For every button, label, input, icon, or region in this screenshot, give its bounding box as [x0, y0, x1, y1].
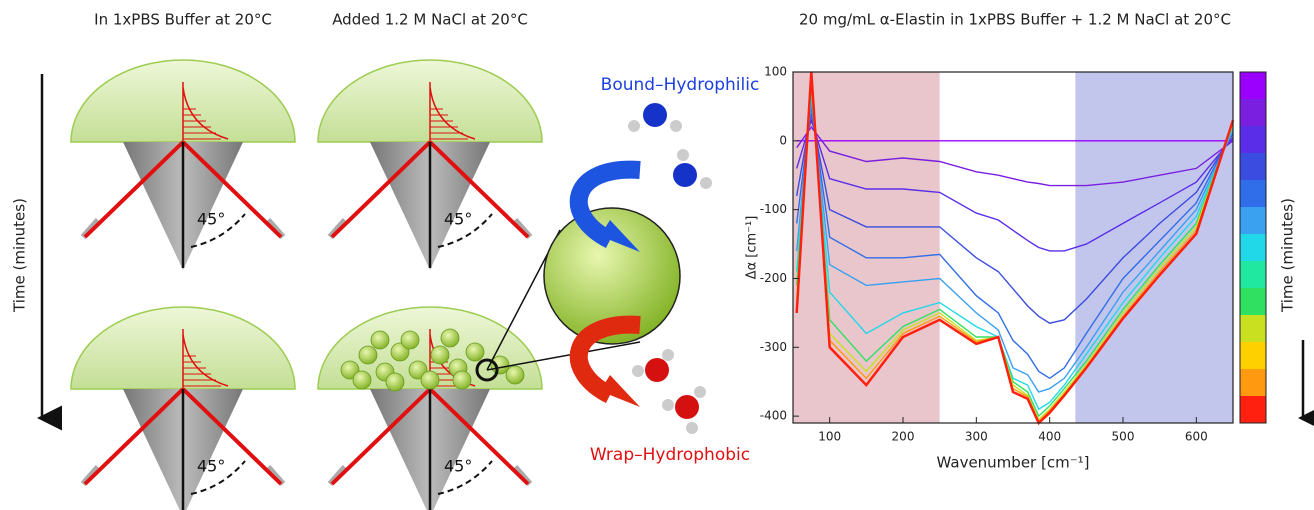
- colorbar-swatch: [1240, 396, 1266, 424]
- y-tick-label: -400: [760, 409, 787, 423]
- atr-cell: 45°: [71, 307, 295, 510]
- colorbar-swatch: [1240, 180, 1266, 208]
- spectrum-chart: 100 200 300 400 500 600 -400 -300 -200 -100 0 100 Wa…: [745, 65, 1304, 472]
- aggregate: [421, 371, 439, 389]
- colorbar-swatch: [1240, 153, 1266, 181]
- angle-label: 45°: [197, 457, 225, 476]
- y-tick-label: -200: [760, 271, 787, 285]
- aggregate: [371, 331, 389, 349]
- atr-cells: 45° 45° 45° 45°: [71, 60, 542, 510]
- y-tick-label: -100: [760, 202, 787, 216]
- aggregate: [353, 371, 371, 389]
- atr-cell: 45°: [318, 60, 542, 270]
- middle-header: Added 1.2 M NaCl at 20°C: [332, 11, 528, 29]
- y-tick-label: -300: [760, 340, 787, 354]
- colorbar-swatch: [1240, 315, 1266, 343]
- x-tick-label: 300: [965, 430, 988, 444]
- water-red: [632, 349, 706, 434]
- colorbar-swatch: [1240, 261, 1266, 289]
- colorbar-swatch: [1240, 342, 1266, 370]
- x-tick-label: 200: [892, 430, 915, 444]
- atr-cell: 45°: [318, 307, 542, 510]
- wrap-label: Wrap–Hydrophobic: [590, 445, 750, 465]
- angle-label: 45°: [444, 210, 472, 229]
- x-tick-label: 500: [1112, 430, 1135, 444]
- aggregate: [453, 371, 471, 389]
- aggregate: [441, 329, 459, 347]
- chart-title: 20 mg/mL α-Elastin in 1xPBS Buffer + 1.2…: [799, 11, 1231, 29]
- x-tick-label: 400: [1038, 430, 1061, 444]
- time-label: Time (minutes): [11, 198, 29, 313]
- atr-cell: 45°: [71, 60, 295, 270]
- water-blue: [628, 103, 712, 189]
- colorbar-label: Time (minutes): [1279, 198, 1297, 313]
- colorbar-swatch: [1240, 369, 1266, 397]
- aggregate: [506, 366, 524, 384]
- x-tick-label: 600: [1185, 430, 1208, 444]
- aggregate: [401, 331, 419, 349]
- aggregate: [431, 346, 449, 364]
- y-axis-label: Δα [cm⁻¹]: [745, 216, 760, 280]
- aggregate: [359, 346, 377, 364]
- colorbar-swatch: [1240, 234, 1266, 262]
- figure: In 1xPBS Buffer at 20°C Added 1.2 M NaCl…: [0, 0, 1314, 510]
- left-header: In 1xPBS Buffer at 20°C: [94, 11, 272, 29]
- y-tick-label: 100: [764, 65, 787, 79]
- colorbar-swatch: [1240, 72, 1266, 100]
- bound-label: Bound–Hydrophilic: [601, 75, 760, 95]
- colorbar-swatch: [1240, 288, 1266, 316]
- colorbar-swatch: [1240, 126, 1266, 154]
- y-tick-label: 0: [779, 133, 787, 147]
- x-axis-label: Wavenumber [cm⁻¹]: [937, 454, 1090, 472]
- angle-label: 45°: [444, 457, 472, 476]
- angle-label: 45°: [197, 210, 225, 229]
- x-tick-label: 100: [818, 430, 841, 444]
- colorbar-swatch: [1240, 207, 1266, 235]
- aggregate: [386, 373, 404, 391]
- shaded-region: [1075, 72, 1233, 423]
- aggregate: [466, 343, 484, 361]
- colorbar-swatch: [1240, 99, 1266, 127]
